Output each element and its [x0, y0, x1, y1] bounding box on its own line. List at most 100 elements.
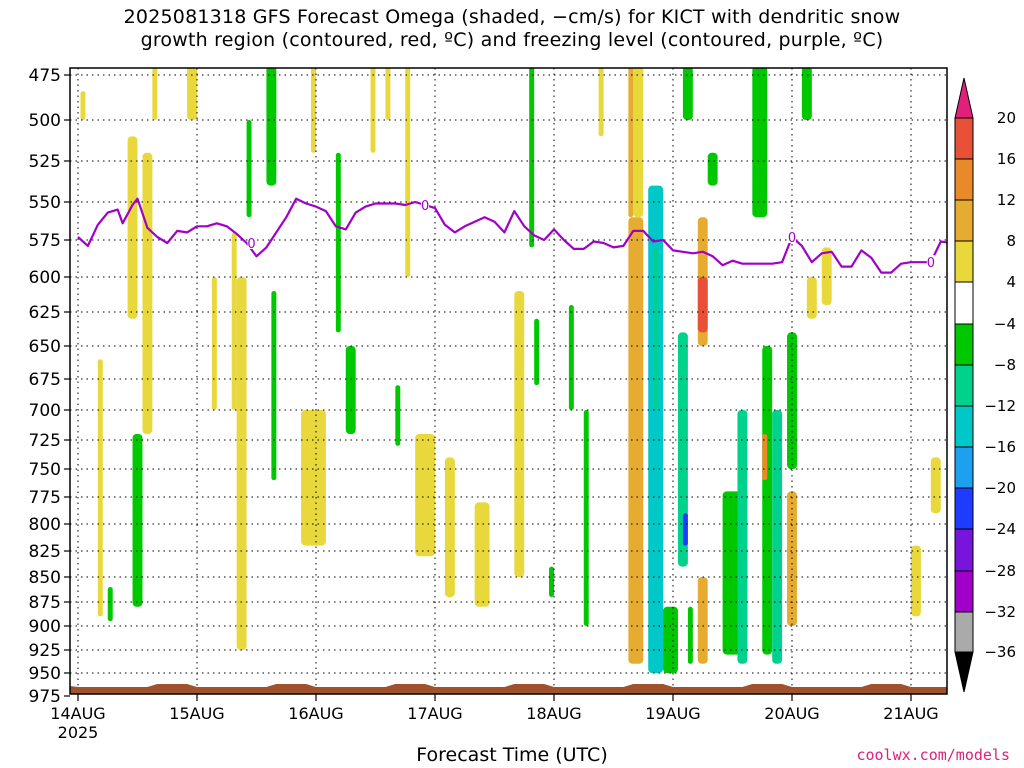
omega-region: [762, 346, 773, 655]
omega-region: [677, 332, 688, 567]
x-tick-label: 19AUG: [645, 704, 700, 723]
freezing-level-label: 0: [247, 237, 255, 252]
omega-region: [707, 152, 718, 186]
freezing-level-label: 0: [421, 199, 429, 214]
omega-region: [930, 457, 941, 514]
colorbar-bin: [954, 117, 974, 160]
omega-region: [821, 247, 832, 305]
omega-region: [549, 566, 554, 597]
colorbar-bin: [954, 364, 974, 407]
y-tick-label: 550: [29, 193, 61, 213]
colorbar-tick-label: 12: [997, 191, 1016, 209]
y-tick-label: 950: [29, 664, 61, 684]
y-tick-label: 625: [29, 303, 61, 323]
omega-region: [246, 120, 252, 218]
colorbar-tick-label: −28: [984, 562, 1016, 580]
omega-region: [187, 68, 197, 120]
omega-region: [444, 457, 455, 597]
omega-shading-layer: [80, 68, 941, 673]
y-tick-label: 675: [29, 370, 61, 390]
colorbar-bottom-arrow: [954, 651, 974, 693]
colorbar-tick-label: −12: [984, 397, 1016, 415]
colorbar-bin: [954, 528, 974, 572]
colorbar-tick-label: −16: [984, 438, 1016, 456]
omega-region: [568, 305, 574, 410]
x-axis-title: Forecast Time (UTC): [416, 744, 608, 766]
omega-region: [583, 410, 589, 626]
y-tick-label: 900: [29, 617, 61, 637]
colorbar-bin: [954, 240, 974, 283]
omega-region: [737, 410, 748, 664]
y-tick-label: 975: [29, 687, 61, 707]
omega-region: [697, 577, 708, 664]
colorbar-top-arrow: [954, 77, 974, 119]
omega-region: [663, 606, 678, 673]
omega-region: [301, 410, 326, 546]
colorbar-bin: [954, 487, 974, 530]
colorbar-tick-label: −36: [984, 643, 1016, 661]
x-tick-label: 16AUG: [288, 704, 343, 723]
omega-region: [772, 410, 783, 664]
colorbar-bin: [954, 158, 974, 201]
omega-region: [752, 68, 768, 218]
colorbar: 20 16 12 8 4 −4 −8 −12 −16 −20 −24 −28 −32 −36: [954, 77, 1016, 693]
freezing-label-bg: [926, 255, 935, 269]
omega-region: [415, 434, 435, 557]
y-tick-label: 775: [29, 488, 61, 508]
y-axis: 475 500 525 550 575 600 625 650 675 700 725 750 775 8…: [29, 66, 70, 707]
x-tick-label: 14AUG: [50, 704, 105, 723]
y-tick-label: 800: [29, 515, 61, 535]
x-tick-label: 15AUG: [169, 704, 224, 723]
omega-region: [514, 291, 525, 577]
colorbar-tick-label: 16: [997, 150, 1016, 168]
freezing-level-label: 0: [927, 256, 935, 271]
omega-region: [271, 291, 277, 481]
omega-region: [628, 68, 634, 218]
omega-region: [633, 68, 644, 218]
x-tick-label: 20AUG: [764, 704, 819, 723]
y-tick-label: 475: [29, 66, 61, 86]
omega-region: [370, 68, 376, 153]
freezing-level-label: 0: [788, 231, 796, 246]
omega-region: [598, 68, 604, 137]
omega-region: [211, 277, 217, 410]
omega-region: [107, 587, 113, 622]
colorbar-tick-label: 20: [997, 109, 1016, 127]
omega-region: [529, 68, 535, 248]
omega-region: [385, 68, 391, 120]
omega-region: [682, 68, 693, 120]
colorbar-tick-label: 8: [1006, 232, 1016, 250]
x-tick-label: 17AUG: [407, 704, 462, 723]
omega-region: [80, 91, 86, 120]
y-tick-label: 825: [29, 542, 61, 562]
title-line-2: growth region (contoured, red, ºC) and f…: [140, 29, 884, 51]
title-line-1: 2025081318 GFS Forecast Omega (shaded, −…: [123, 6, 901, 28]
colorbar-tick-label: −24: [984, 520, 1016, 538]
colorbar-tick-label: 4: [1006, 273, 1016, 291]
omega-region: [697, 277, 708, 333]
omega-region: [345, 346, 356, 434]
omega-region: [236, 277, 247, 650]
colorbar-tick-label: −32: [984, 603, 1016, 621]
y-tick-label: 875: [29, 593, 61, 613]
freezing-label-bg: [247, 235, 256, 249]
x-year-label: 2025: [58, 723, 99, 742]
omega-region: [682, 513, 688, 546]
y-tick-label: 925: [29, 641, 61, 661]
omega-region: [534, 318, 540, 386]
y-tick-label: 600: [29, 268, 61, 288]
omega-region: [801, 68, 812, 120]
freezing-level-line: [77, 197, 947, 274]
omega-region: [395, 385, 401, 446]
y-tick-label: 650: [29, 337, 61, 357]
omega-region: [628, 217, 644, 664]
watermark: coolwx.com/models: [856, 746, 1010, 764]
omega-region: [653, 247, 659, 410]
y-tick-label: 750: [29, 460, 61, 480]
omega-region: [266, 68, 277, 186]
omega-region: [152, 68, 158, 120]
omega-region: [132, 434, 143, 607]
omega-region: [474, 502, 490, 607]
colorbar-tick-label: −4: [994, 315, 1016, 333]
